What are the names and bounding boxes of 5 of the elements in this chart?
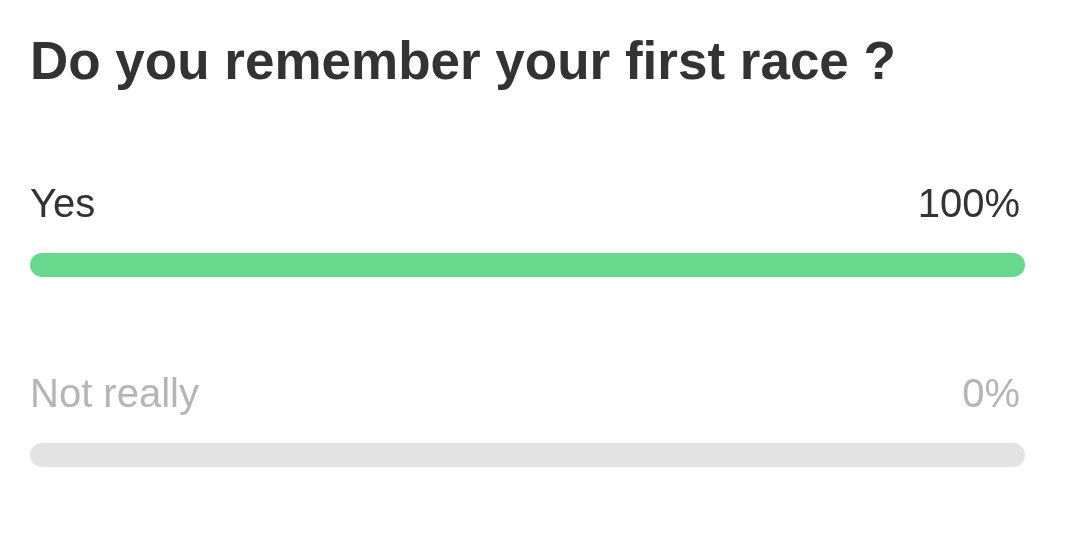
chart-title: Do you remember your first race ? [30,31,896,90]
data-label: 100% [917,181,1020,225]
y-tick-label: Not really [30,371,199,415]
data-label: 0% [962,371,1020,415]
y-tick-label: Yes [30,181,96,225]
